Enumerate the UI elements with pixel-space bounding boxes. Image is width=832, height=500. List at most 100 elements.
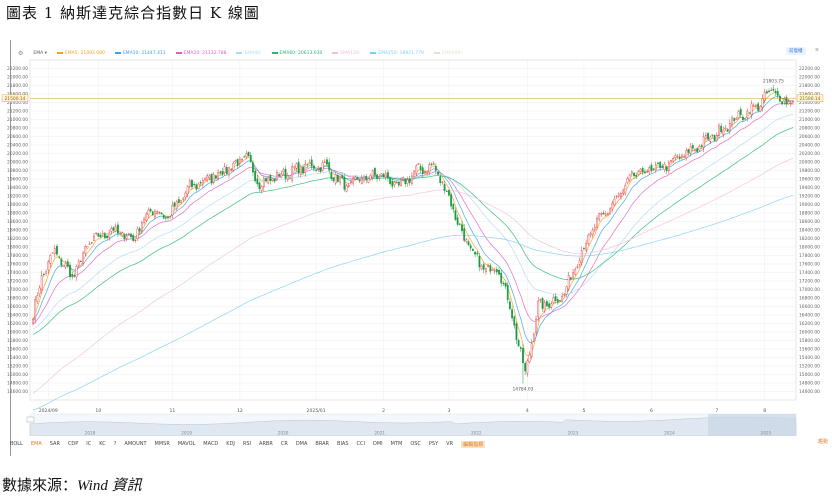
indicator-tab[interactable]: MMSR [154,441,170,447]
candle [97,232,100,238]
candle [463,224,466,243]
navigator-collapse-button[interactable] [26,416,35,423]
candle [217,169,219,181]
indicator-tab[interactable]: BRAR [315,441,330,447]
candle-body [519,347,522,349]
candle-body [639,168,642,172]
candle-body [249,155,252,162]
candle [286,172,289,182]
candle-body [210,174,213,184]
indicator-select[interactable]: EMA ▾ [33,50,47,56]
indicator-tab[interactable]: CCI [356,441,365,447]
candle [537,296,540,322]
indicator-tab[interactable]: MTM [390,441,403,447]
indicator-tab[interactable]: KC [99,441,106,447]
candle-body [513,316,516,326]
candle-body [572,272,574,279]
legend-item[interactable]: EMA10: 21447.411 [114,51,166,56]
legend-item[interactable]: EMA250: 18921.779 [370,51,424,56]
indicator-tab[interactable]: BIAS [337,441,349,447]
candle-body [162,215,165,219]
candle-body [417,163,420,165]
candle-body [448,190,450,196]
indicator-tab[interactable]: BOLL [10,441,23,447]
candlestick-chart[interactable]: 14600.00 14600.00 14800.00 14800.00 15000.00… [0,0,832,436]
candle [411,172,413,186]
candle [633,171,635,179]
candle-body [258,182,261,189]
candle [617,192,620,199]
candle-body [502,282,505,284]
y-tick-label-right: 17200.00 [799,279,820,285]
legend-item[interactable]: EMA40: [236,51,262,56]
candle-body [644,171,646,174]
candle [71,271,74,280]
indicator-tab[interactable]: SAR [49,441,60,447]
y-tick-label-right: 17000.00 [799,287,820,293]
candle-body [36,295,39,302]
candle-body [611,202,614,210]
indicator-tab[interactable]: MAVOL [177,441,196,447]
indicator-tab[interactable]: AMOUNT [124,441,147,447]
candle [228,166,230,179]
candle [467,239,470,247]
candle-body [45,271,47,274]
candle [119,231,121,237]
candle [106,233,108,240]
legend-item[interactable]: EMA5: 21492.080 [56,51,105,56]
candle [454,207,457,222]
candle [145,212,148,223]
candle-body [336,175,339,182]
x-tick-label: 3 [447,408,450,414]
chart-menu-icon[interactable]: ≡ [815,48,819,53]
indicator-tab[interactable]: PSY [428,441,439,447]
candle [232,161,235,172]
indicator-tab[interactable]: ? [113,441,117,447]
candle [556,296,559,305]
indicator-tab[interactable]: DMI [372,441,383,447]
indicator-tab[interactable]: MACD [203,441,219,447]
legend-label: EMA120: [340,50,361,56]
indicator-tab[interactable]: VR [446,441,454,447]
indicator-tab[interactable]: CDP [67,441,79,447]
legend-item[interactable]: EMA999: [433,51,462,56]
legend-item[interactable]: EMA20: 21132.788 [175,51,226,56]
candle [705,132,707,142]
candle [709,135,712,145]
figure-source: 數據來源：Wind 資訊 [2,474,142,495]
indicator-tab[interactable]: RSI [242,441,252,447]
indicator-tab[interactable]: 編輯指標 [461,440,486,448]
indicator-tab[interactable]: CR [280,441,288,447]
indicator-tab[interactable]: EMA [30,441,42,447]
indicator-tab[interactable]: OSC [410,441,421,447]
candle [685,147,688,161]
candle-body [158,211,161,213]
candle-body [774,90,777,94]
adjust-type-button[interactable]: 前復權 [786,47,806,55]
candle [515,321,518,345]
indicator-tab[interactable]: ARBR [259,441,273,447]
candle [450,192,452,210]
candle-body [739,109,742,115]
y-tick-label-left: 20200.00 [7,151,28,157]
candle [648,165,651,175]
legend-item[interactable]: EMA60: 20613.030 [271,51,322,56]
toolbar-right-label[interactable]: 趨勢 [817,439,828,445]
candle [101,230,104,237]
indicator-tab[interactable]: DMA [295,441,308,447]
candle-body [173,202,176,207]
chart-settings-icon[interactable]: ⚙ [18,49,24,57]
legend-item[interactable]: EMA120: [332,51,360,56]
indicator-tab[interactable]: IC [86,441,92,447]
candle [164,215,167,221]
candle [519,345,522,352]
y-tick-label-right: 21400.00 [799,100,820,106]
candle [304,160,307,177]
candle [694,147,696,153]
candle [417,163,420,165]
candle-body [541,298,544,309]
candle [162,213,165,220]
indicator-tab[interactable]: KDJ [226,441,235,447]
candle-body [722,129,725,135]
candle-body [770,89,773,91]
